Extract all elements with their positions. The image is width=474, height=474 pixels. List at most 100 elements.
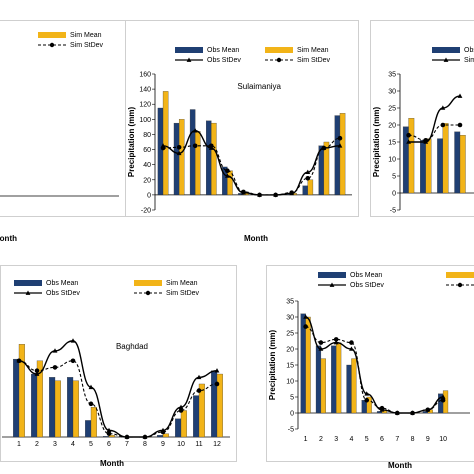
x-tick-label: 2	[424, 217, 428, 224]
bar-sim-mean	[198, 383, 205, 438]
sim-stdev-marker	[333, 337, 339, 342]
legend-swatch-obs-mean	[175, 47, 203, 53]
x-tick-label: 1	[17, 441, 21, 448]
bar-sim-mean	[336, 342, 342, 414]
x-tick-label: 9	[290, 217, 294, 224]
y-tick-label: 20	[388, 123, 396, 130]
panel-frame	[0, 20, 126, 217]
legend-swatch-sim-mean	[446, 272, 474, 278]
bar-sim-mean	[162, 433, 169, 438]
bar-sim-mean	[180, 410, 187, 438]
sim-stdev-marker	[70, 358, 76, 364]
obs-stdev-marker	[303, 314, 309, 319]
bar-obs-mean	[211, 370, 218, 438]
obs-stdev-marker	[349, 346, 354, 351]
bar-sim-mean	[323, 141, 330, 196]
obs-stdev-marker	[440, 394, 446, 399]
x-tick-label: 2	[177, 217, 181, 224]
obs-stdev-line	[408, 95, 461, 143]
x-tick-label: 6	[107, 441, 111, 448]
legend-marker-sim-stdev	[276, 57, 282, 63]
bar-obs-mean	[31, 373, 38, 438]
obs-stdev-marker	[333, 340, 339, 345]
y-tick-label: 30	[388, 89, 396, 96]
sim-stdev-marker	[440, 122, 446, 128]
bar-sim-mean	[216, 373, 223, 438]
x-tick-label: 4	[458, 217, 462, 224]
sim-stdev-marker	[440, 397, 446, 403]
y-tick-label: 15	[388, 140, 396, 147]
sim-stdev-marker	[364, 397, 370, 403]
bar-obs-mean	[193, 395, 200, 438]
chart-panel-2: -5 0 5 10 15 20 25 30 35 1 2 3 4 Precipitation (mm) Ob…	[370, 20, 474, 224]
sim-stdev-marker	[196, 388, 202, 393]
obs-stdev-marker	[192, 128, 198, 133]
sim-stdev-marker	[457, 122, 463, 128]
y-tick-label: 5	[290, 395, 294, 402]
bar-obs-mean	[315, 345, 322, 414]
x-tick-label: 12	[336, 217, 344, 224]
legend-label-sim-mean: Sim Mean	[166, 280, 198, 287]
bar-sim-mean	[366, 396, 372, 414]
sim-stdev-marker	[379, 405, 385, 411]
y-axis-label: Precipitation (mm)	[268, 330, 277, 401]
sim-stdev-marker	[192, 143, 198, 149]
x-tick-label: 11	[195, 441, 202, 448]
x-tick-label: 9	[161, 441, 165, 448]
site-label: Sulaimaniya	[237, 82, 281, 91]
bar-sim-mean	[36, 360, 43, 438]
panel-inner: -5 0 5 10 15 20 25 30 35 1 2 3 4 Precipitation (mm)	[372, 72, 474, 224]
obs-stdev-marker	[337, 143, 343, 148]
y-tick-label: 60	[143, 147, 151, 154]
y-tick-label: 0	[147, 192, 151, 199]
panel-inner: -5 0 5 10 15 20 25 30 35 1 2 3 4 5 6 7 8 9 10 Precipitation…	[268, 299, 470, 443]
y-tick-label: 0	[392, 191, 396, 198]
legend-swatch-obs-mean	[318, 272, 346, 278]
legend-label-sim-mean: Sim Mean	[70, 32, 102, 39]
x-tick-label: 6	[380, 436, 384, 443]
obs-stdev-marker	[70, 338, 76, 343]
legend-marker-obs-stdev	[443, 57, 449, 62]
sim-stdev-marker	[176, 144, 182, 150]
bar-sim-mean	[442, 123, 449, 194]
bar-sim-mean	[18, 344, 25, 438]
x-tick-label: 1	[161, 217, 165, 224]
x-tick-label: 2	[35, 441, 39, 448]
legend-label-sim-stdev: Sim StDev	[297, 57, 331, 64]
y-tick-label: 15	[286, 363, 294, 370]
legend-swatch-sim-mean	[265, 47, 293, 53]
y-axis-label: Precipitation (mm)	[127, 107, 136, 178]
legend-label-obs-stdev: Obs StDev	[350, 282, 384, 289]
x-tick-label: 11	[320, 217, 327, 224]
y-tick-label: 30	[286, 315, 294, 322]
legend-label-sim-mean: Sim Mean	[297, 47, 329, 54]
legend-label-sim-stdev: Sim StDev	[166, 290, 200, 297]
obs-stdev-marker	[214, 368, 220, 373]
y-tick-label: 160	[139, 72, 151, 79]
legend-label-obs-mean: Obs Mean	[350, 272, 382, 279]
sim-stdev-marker	[178, 408, 184, 413]
y-tick-label: 20	[286, 347, 294, 354]
bar-sim-mean	[339, 113, 346, 196]
sim-stdev-marker	[88, 401, 94, 407]
x-tick-label: 5	[225, 217, 229, 224]
bar-sim-mean	[227, 170, 233, 196]
bar-sim-mean	[320, 358, 326, 414]
x-tick-label: 10	[177, 441, 185, 448]
sim-stdev-marker	[52, 365, 58, 370]
legend-marker-obs-stdev	[186, 57, 192, 62]
bar-obs-mean	[346, 364, 352, 414]
sim-stdev-marker	[16, 358, 22, 364]
legend-swatch-obs-mean	[432, 47, 460, 53]
x-tick-label: 9	[426, 436, 430, 443]
obs-stdev-marker	[176, 150, 182, 156]
obs-stdev-marker	[318, 346, 324, 351]
x-tick-label: 2	[319, 436, 323, 443]
x-tick-label: 3	[53, 441, 57, 448]
bar-obs-mean	[67, 377, 74, 438]
